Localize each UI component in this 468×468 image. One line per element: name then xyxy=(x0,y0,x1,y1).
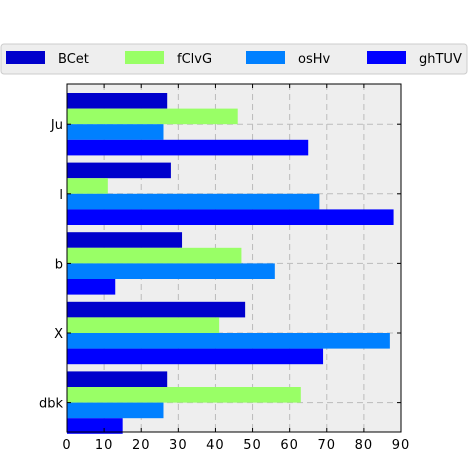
y-tick-label: Ju xyxy=(50,118,63,133)
bar-l-BCet xyxy=(67,162,171,179)
legend-swatch-ghTUV xyxy=(367,51,406,64)
bar-Ju-fClvG xyxy=(67,108,238,125)
bar-b-fClvG xyxy=(67,247,242,264)
x-tick-label: 70 xyxy=(318,438,337,453)
bar-Ju-ghTUV xyxy=(67,139,309,156)
plot-frame xyxy=(66,83,402,433)
bar-b-BCet xyxy=(67,232,183,248)
legend-swatch-osHv xyxy=(246,51,285,64)
bars xyxy=(67,93,394,434)
bar-X-ghTUV xyxy=(67,348,324,365)
bar-l-fClvG xyxy=(67,178,108,194)
x-tick-label: 60 xyxy=(280,438,299,453)
x-tick-label: 90 xyxy=(392,438,411,453)
y-tick-label: b xyxy=(55,257,63,272)
legend-label-BCet: BCet xyxy=(58,52,89,67)
legend-label-osHv: osHv xyxy=(298,52,331,67)
x-tick-label: 50 xyxy=(243,438,262,453)
bar-l-osHv xyxy=(67,193,320,210)
y-tick-label: l xyxy=(59,188,63,203)
bar-l-ghTUV xyxy=(67,209,394,225)
legend-swatch-BCet xyxy=(6,51,45,64)
x-tick-label: 20 xyxy=(132,438,151,453)
y-tick-label: X xyxy=(54,327,63,342)
legend-label-ghTUV: ghTUV xyxy=(419,52,462,67)
bar-b-osHv xyxy=(67,263,275,279)
bar-b-ghTUV xyxy=(67,279,116,295)
legend-frame xyxy=(0,43,468,75)
bar-dbk-osHv xyxy=(67,402,164,419)
bar-dbk-fClvG xyxy=(67,387,301,403)
bar-dbk-ghTUV xyxy=(67,418,123,434)
bar-Ju-BCet xyxy=(67,93,168,109)
bar-dbk-BCet xyxy=(67,371,168,387)
legend: BCet fClvG osHv ghTUV xyxy=(0,43,468,75)
x-tick-label: 0 xyxy=(62,438,71,453)
x-tick-label: 40 xyxy=(206,438,225,453)
x-tick-label: 30 xyxy=(169,438,188,453)
bar-X-BCet xyxy=(67,301,246,318)
x-tick-label: 10 xyxy=(95,438,114,453)
y-tick-label: dbk xyxy=(39,397,64,412)
bar-Ju-osHv xyxy=(67,124,164,140)
legend-swatch-fClvG xyxy=(125,51,164,64)
bar-X-osHv xyxy=(67,333,390,349)
x-tick-label: 80 xyxy=(355,438,374,453)
legend-label-fClvG: fClvG xyxy=(177,52,212,67)
bar-X-fClvG xyxy=(67,317,220,333)
x-axis: 0 10 20 30 40 50 60 70 80 90 xyxy=(62,84,411,453)
